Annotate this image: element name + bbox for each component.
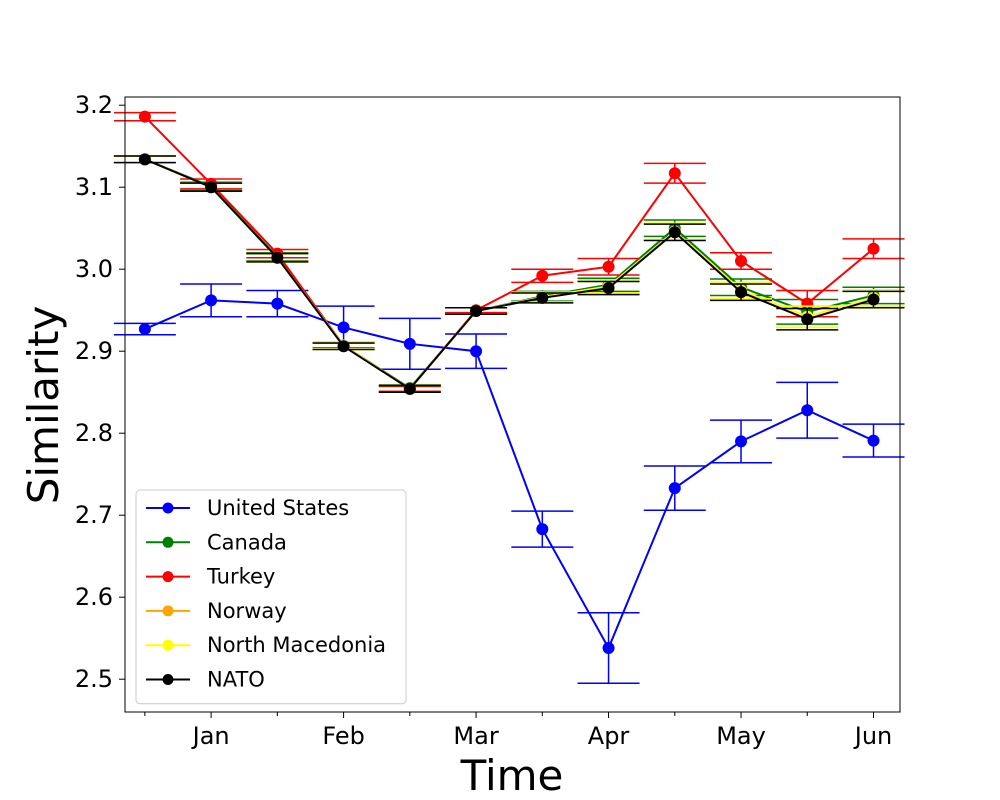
legend-marker: [162, 674, 174, 685]
series-line: [144, 115, 875, 391]
x-tick-label: May: [716, 722, 766, 750]
data-point: [801, 404, 814, 417]
legend-label: NATO: [207, 668, 265, 692]
y-tick-label: 2.8: [75, 419, 113, 447]
data-point: [668, 226, 681, 239]
series-line: [144, 158, 874, 391]
data-point: [403, 382, 416, 395]
data-point: [138, 153, 151, 166]
data-point: [735, 286, 748, 299]
data-point: [536, 523, 549, 536]
data-point: [735, 435, 748, 448]
data-point: [470, 305, 483, 318]
data-point: [867, 293, 880, 306]
plot-frame: [124, 96, 901, 713]
legend-label: Canada: [207, 530, 287, 554]
data-point: [470, 345, 483, 358]
axes: 2.5 2.6 2.7 2.8 2.9 3.0 3.1 3.2 Jan Feb Mar Apr May J…: [75, 91, 892, 750]
data-point: [403, 337, 416, 350]
legend-marker: [162, 502, 174, 514]
y-tick-label: 3.0: [75, 255, 113, 283]
data-point: [138, 110, 151, 123]
legend-label: Norway: [207, 599, 287, 623]
y-tick-label: 2.9: [75, 337, 113, 365]
y-axis-title: Similarity: [19, 306, 68, 505]
x-axis-title: Time: [460, 751, 564, 800]
y-tick-label: 2.5: [75, 665, 113, 693]
legend-marker: [162, 639, 174, 651]
x-tick-label: Jun: [853, 722, 893, 750]
y-tick-label: 2.7: [75, 501, 113, 529]
legend-label: Turkey: [206, 565, 275, 589]
data-point: [337, 321, 350, 334]
y-tick-label: 3.1: [75, 173, 113, 201]
data-point: [668, 482, 681, 495]
data-point: [602, 282, 615, 295]
data-point: [668, 167, 681, 180]
data-point: [205, 181, 218, 194]
data-point: [801, 313, 814, 326]
data-point: [867, 242, 880, 255]
x-tick-label: Jan: [191, 722, 230, 750]
plot-marks: [113, 110, 905, 685]
data-point: [867, 434, 880, 447]
data-point: [205, 294, 218, 307]
series-line: [144, 299, 874, 651]
data-point: [602, 260, 615, 273]
data-point: [337, 340, 350, 353]
x-tick-label: Feb: [322, 722, 365, 750]
data-point: [271, 251, 284, 264]
series-line: [144, 158, 874, 391]
data-point: [536, 269, 549, 282]
legend: United States Canada Turkey Norway North Mac…: [135, 489, 407, 705]
legend-label: North Macedonia: [207, 633, 386, 657]
x-tick-label: Mar: [453, 722, 498, 750]
data-point: [271, 297, 284, 310]
y-tick-label: 2.6: [75, 583, 113, 611]
data-point: [138, 323, 151, 336]
data-point: [735, 255, 748, 267]
legend-marker: [162, 571, 174, 583]
data-point: [536, 291, 549, 304]
data-point: [602, 642, 615, 655]
y-tick-label: 3.2: [75, 91, 113, 119]
legend-marker: [162, 605, 174, 617]
legend-marker: [162, 536, 174, 548]
series-line: [144, 158, 874, 390]
series-5: [113, 153, 905, 395]
series-line: [144, 158, 874, 391]
series-2: [113, 110, 905, 395]
legend-frame: [135, 489, 407, 705]
legend-label: United States: [207, 496, 349, 520]
x-tick-label: Apr: [588, 722, 630, 750]
